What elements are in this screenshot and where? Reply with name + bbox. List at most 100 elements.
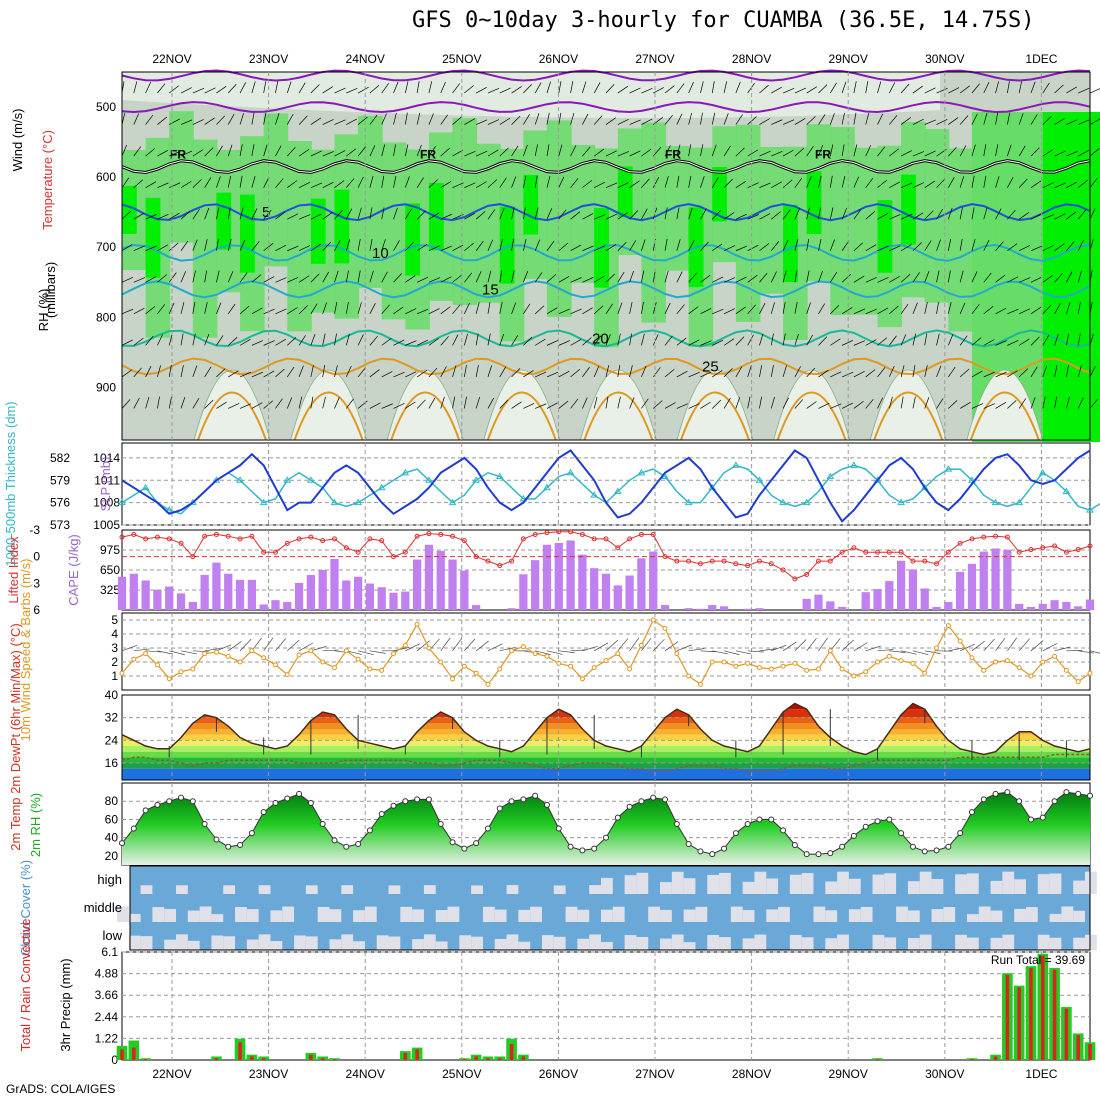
wind-barb (582, 245, 594, 252)
wind-barb (995, 144, 999, 157)
wind-barb (452, 334, 459, 346)
cloud-cell (364, 906, 377, 922)
wind-barb (1018, 178, 1028, 188)
wind-barb (228, 370, 239, 378)
wind-barb (841, 402, 853, 409)
wind-barb (322, 211, 333, 220)
date-tick-top: 1DEC (1025, 52, 1057, 66)
isotherm-warm (680, 391, 750, 441)
wind-barb (405, 643, 420, 652)
thickness-axis-label: 1000-500mb Thickness (dm) (3, 401, 18, 566)
wind-barb (239, 339, 251, 346)
rh-point (555, 825, 562, 832)
wind-barb (1042, 334, 1050, 346)
wind-barb (889, 650, 906, 653)
wind-barb (405, 340, 417, 346)
cloud-level-label: low (102, 928, 122, 943)
li-point (745, 563, 751, 569)
wind-barb (1089, 148, 1100, 157)
wind-barb (617, 86, 628, 94)
wind-frame (121, 612, 1091, 691)
wind-barb (357, 367, 366, 378)
wind-barb (853, 642, 868, 652)
li-point (154, 534, 160, 540)
wind-barb (180, 210, 191, 220)
wind-barb (357, 207, 362, 220)
wind-barb (239, 113, 244, 125)
wind-barb (275, 398, 283, 409)
wind-barb (959, 302, 966, 314)
wind-speed-point (756, 665, 762, 671)
wind-barb (546, 240, 555, 251)
wind-barb (145, 214, 157, 220)
rh-point (756, 816, 763, 823)
wind-speed-point (556, 660, 562, 666)
cape-bar (1085, 599, 1095, 610)
wind-barb (133, 245, 145, 252)
wind-barb (511, 368, 521, 378)
wind-barb (334, 180, 345, 188)
wind-barb (310, 333, 316, 346)
wind-barb (369, 303, 376, 314)
cloud-cell (246, 939, 259, 950)
cloud-cell (990, 910, 1003, 922)
isotherm-warm (583, 391, 654, 441)
temp-band (122, 746, 1090, 752)
cloud-cell (742, 938, 755, 950)
li-point (756, 558, 762, 564)
wind-barb (711, 144, 717, 157)
wind-barb (180, 119, 193, 125)
rh-moist-cell (853, 147, 879, 315)
wind-barb (995, 176, 1000, 188)
wind-barb (145, 650, 162, 653)
cloud-cell (966, 937, 979, 950)
wind-barb (157, 365, 161, 378)
wind-barb (959, 85, 970, 94)
wind-barb (735, 81, 741, 94)
rh-point (591, 845, 598, 852)
wind-barb (286, 366, 295, 378)
wind-barb (971, 337, 982, 346)
cape-bar (188, 602, 197, 610)
li-point (426, 531, 432, 537)
wind-barb (818, 270, 823, 283)
wind-barb (664, 302, 671, 314)
precip-conv-bar (1029, 967, 1033, 1060)
wind-barb (345, 365, 352, 378)
wind-barb (499, 399, 509, 409)
rh-saturated-cell (334, 189, 350, 264)
cloud-cell (955, 874, 967, 894)
wind-barb (310, 213, 322, 220)
wind-barb (1066, 211, 1077, 220)
wind-barb (464, 242, 474, 252)
wind-barb (369, 238, 373, 251)
rh-moist-cell (169, 111, 194, 243)
li-point (178, 540, 184, 546)
wind-barb (393, 647, 410, 652)
wind-barb (605, 396, 609, 409)
wind-barb (570, 308, 582, 315)
cape-bar (448, 559, 457, 610)
cape-bar (283, 602, 292, 610)
li-point (839, 549, 845, 555)
wind-barb (464, 182, 476, 188)
wind-speed-point (981, 667, 987, 673)
wind-barb (192, 179, 202, 188)
rh-point (603, 834, 609, 841)
wind-speed-point (154, 662, 160, 668)
cape-bar (271, 600, 280, 610)
wind-barb (1042, 275, 1053, 283)
cape-bar (401, 591, 410, 610)
thickness-point (566, 468, 575, 476)
wind-barb (1054, 150, 1066, 157)
wind-barb (558, 370, 570, 378)
wind-barb (227, 83, 237, 94)
cape-tick: 975 (100, 543, 120, 557)
wind-barb (582, 146, 591, 157)
rh-point (461, 845, 468, 852)
wind-barb (593, 396, 598, 409)
wind-barb (322, 181, 334, 188)
wind-barb (534, 207, 539, 220)
wind-barb (605, 243, 617, 252)
wind-barb (959, 145, 967, 157)
